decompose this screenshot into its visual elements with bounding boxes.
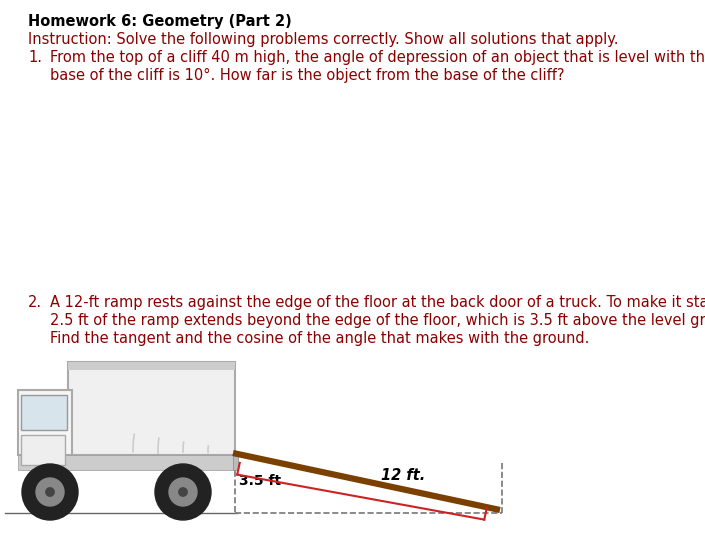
Text: Instruction: Solve the following problems correctly. Show all solutions that app: Instruction: Solve the following problem… <box>28 32 618 47</box>
Circle shape <box>46 488 54 496</box>
Text: Homework 6: Geometry (Part 2): Homework 6: Geometry (Part 2) <box>28 14 292 29</box>
Text: 2.5 ft of the ramp extends beyond the edge of the floor, which is 3.5 ft above t: 2.5 ft of the ramp extends beyond the ed… <box>50 313 705 328</box>
Bar <box>68 362 235 370</box>
Circle shape <box>169 478 197 506</box>
Text: 12 ft.: 12 ft. <box>381 468 425 483</box>
Bar <box>18 455 235 470</box>
Circle shape <box>36 478 64 506</box>
Text: A 12-ft ramp rests against the edge of the floor at the back door of a truck. To: A 12-ft ramp rests against the edge of t… <box>50 295 705 310</box>
Text: base of the cliff is 10°. How far is the object from the base of the cliff?: base of the cliff is 10°. How far is the… <box>50 68 565 83</box>
Bar <box>68 362 235 455</box>
Text: Find the tangent and the cosine of the angle that makes with the ground.: Find the tangent and the cosine of the a… <box>50 331 589 346</box>
Text: 2.: 2. <box>28 295 42 310</box>
Bar <box>21 435 65 465</box>
FancyBboxPatch shape <box>21 395 67 430</box>
Circle shape <box>155 464 211 520</box>
Bar <box>18 390 72 455</box>
Circle shape <box>22 464 78 520</box>
Text: 1.: 1. <box>28 50 42 65</box>
Text: 3.5 ft: 3.5 ft <box>239 474 281 488</box>
Text: From the top of a cliff 40 m high, the angle of depression of an object that is : From the top of a cliff 40 m high, the a… <box>50 50 705 65</box>
Bar <box>233 455 238 470</box>
Circle shape <box>179 488 188 496</box>
